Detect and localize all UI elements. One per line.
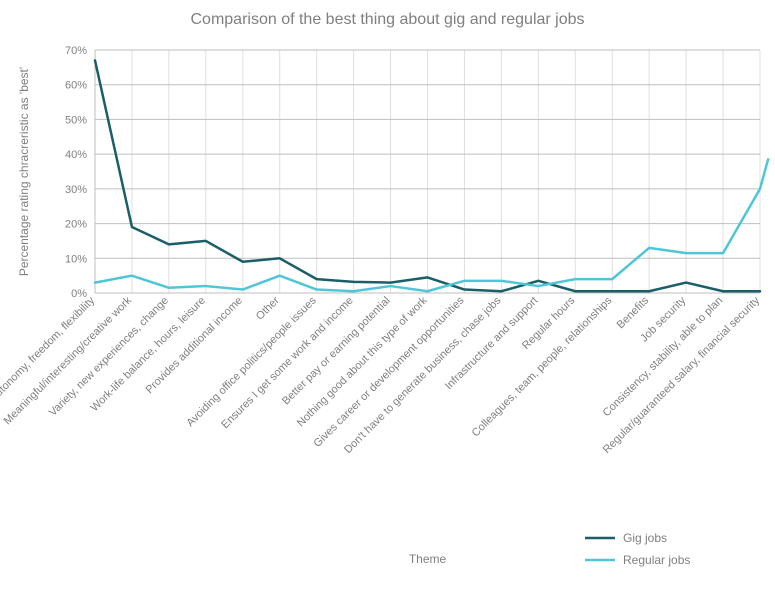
y-tick-label: 40% [65, 149, 87, 161]
chart-svg: Comparison of the best thing about gig a… [0, 0, 775, 603]
x-axis-label: Theme [409, 552, 447, 566]
y-tick-label: 20% [65, 219, 87, 231]
y-tick-label: 10% [65, 253, 87, 265]
legend-label: Regular jobs [623, 553, 690, 567]
legend-label: Gig jobs [623, 531, 667, 545]
chart-title: Comparison of the best thing about gig a… [190, 11, 584, 28]
y-tick-label: 50% [65, 114, 87, 126]
y-tick-label: 70% [65, 45, 87, 57]
comparison-chart: Comparison of the best thing about gig a… [0, 0, 775, 603]
y-axis-label: Percentage rating chracreristic as 'best… [17, 67, 31, 276]
y-tick-label: 60% [65, 80, 87, 92]
y-tick-label: 30% [65, 184, 87, 196]
